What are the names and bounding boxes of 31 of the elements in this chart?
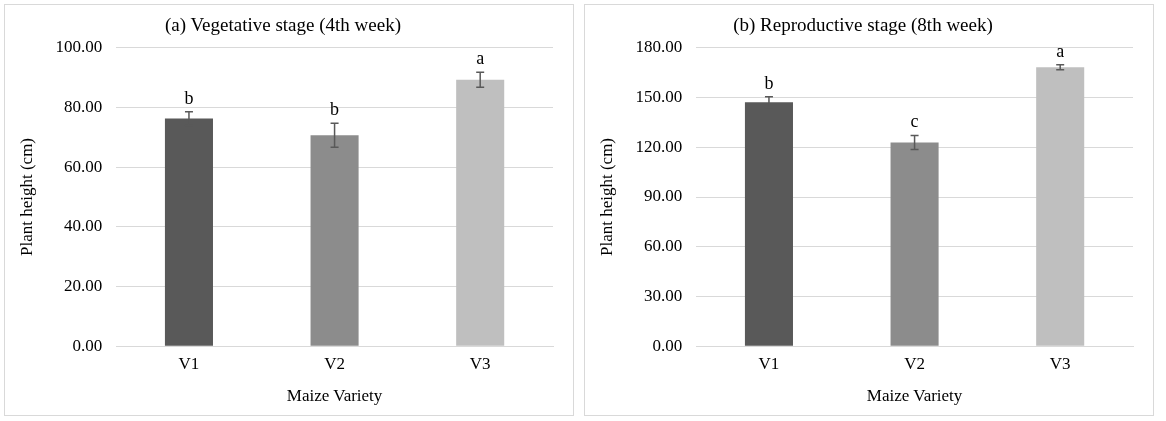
y-tick-label: 40.00 — [63, 216, 103, 236]
x-tick-label: V2 — [324, 353, 345, 373]
y-tick-label: 0.00 — [72, 335, 103, 355]
y-tick-label: 30.00 — [643, 285, 683, 305]
annotation: b — [184, 87, 194, 108]
y-axis-title: Plant height (cm) — [16, 137, 36, 257]
y-tick-label: 100.00 — [55, 37, 103, 57]
y-tick-label: 60.00 — [643, 236, 683, 256]
y-tick-label: 120.00 — [635, 136, 683, 156]
chart-title: (b) Reproductive stage (8th week) — [733, 14, 993, 37]
y-tick-label: 90.00 — [643, 186, 683, 206]
chart-title: (a) Vegetative stage (4th week) — [165, 14, 401, 37]
x-axis-title: Maize Variety — [286, 386, 383, 406]
annotation: a — [476, 48, 485, 69]
annotation: b — [330, 99, 340, 120]
annotation: b — [764, 72, 774, 93]
x-tick-label: V3 — [1049, 353, 1071, 373]
x-tick-label: V1 — [758, 353, 780, 373]
y-axis-title: Plant height (cm) — [596, 137, 616, 257]
annotation: a — [1056, 40, 1065, 61]
annotation: c — [910, 111, 919, 132]
x-tick-label: V2 — [904, 353, 925, 373]
y-tick-label: 0.00 — [652, 335, 683, 355]
y-tick-label: 20.00 — [63, 275, 103, 295]
x-tick-label: V1 — [178, 353, 200, 373]
y-tick-label: 180.00 — [635, 37, 683, 57]
y-tick-label: 60.00 — [63, 156, 103, 176]
x-axis-title: Maize Variety — [866, 386, 963, 406]
x-tick-label: V3 — [469, 353, 491, 373]
y-tick-label: 150.00 — [635, 87, 683, 106]
y-tick-label: 80.00 — [63, 96, 103, 116]
